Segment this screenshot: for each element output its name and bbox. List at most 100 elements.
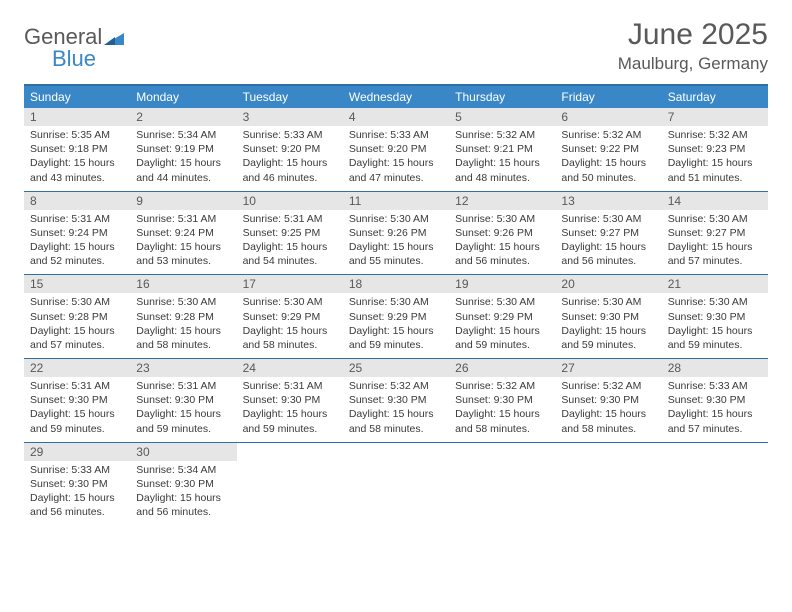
day-number: 28 [662,359,768,377]
day-number: 17 [237,275,343,293]
day-cell: 30Sunrise: 5:34 AMSunset: 9:30 PMDayligh… [130,443,236,526]
weekday-fri: Friday [555,86,661,108]
info-line: Sunrise: 5:32 AM [349,379,443,393]
day-number: 30 [130,443,236,461]
day-number: 21 [662,275,768,293]
info-line: Daylight: 15 hours [243,240,337,254]
info-line: Sunset: 9:23 PM [668,142,762,156]
info-line: Sunset: 9:30 PM [243,393,337,407]
day-cell: 21Sunrise: 5:30 AMSunset: 9:30 PMDayligh… [662,275,768,358]
info-line: and 56 minutes. [561,254,655,268]
info-line: and 58 minutes. [349,422,443,436]
day-number: 15 [24,275,130,293]
day-number: 23 [130,359,236,377]
info-line: Daylight: 15 hours [561,156,655,170]
day-cell [555,443,661,526]
info-line: Sunset: 9:26 PM [455,226,549,240]
info-line: Daylight: 15 hours [561,240,655,254]
info-line: Sunset: 9:21 PM [455,142,549,156]
day-cell: 22Sunrise: 5:31 AMSunset: 9:30 PMDayligh… [24,359,130,442]
info-line: Daylight: 15 hours [349,240,443,254]
day-cell: 5Sunrise: 5:32 AMSunset: 9:21 PMDaylight… [449,108,555,191]
weekday-thu: Thursday [449,86,555,108]
day-number: 6 [555,108,661,126]
info-line: Daylight: 15 hours [668,156,762,170]
info-line: Sunset: 9:30 PM [136,477,230,491]
info-line: Sunrise: 5:30 AM [136,295,230,309]
info-line: Sunset: 9:29 PM [455,310,549,324]
title-block: June 2025 Maulburg, Germany [618,18,768,74]
info-line: and 59 minutes. [243,422,337,436]
day-info: Sunrise: 5:32 AMSunset: 9:22 PMDaylight:… [555,128,661,185]
info-line: and 57 minutes. [668,422,762,436]
info-line: Sunset: 9:30 PM [136,393,230,407]
location-label: Maulburg, Germany [618,54,768,74]
info-line: Daylight: 15 hours [136,156,230,170]
weekday-sat: Saturday [662,86,768,108]
info-line: Daylight: 15 hours [243,324,337,338]
info-line: Sunset: 9:27 PM [561,226,655,240]
info-line: Daylight: 15 hours [668,407,762,421]
day-number: 25 [343,359,449,377]
info-line: Daylight: 15 hours [349,407,443,421]
day-cell: 12Sunrise: 5:30 AMSunset: 9:26 PMDayligh… [449,192,555,275]
day-cell: 13Sunrise: 5:30 AMSunset: 9:27 PMDayligh… [555,192,661,275]
day-info: Sunrise: 5:31 AMSunset: 9:24 PMDaylight:… [24,212,130,269]
info-line: Sunset: 9:20 PM [243,142,337,156]
info-line: Sunset: 9:24 PM [136,226,230,240]
day-info: Sunrise: 5:33 AMSunset: 9:20 PMDaylight:… [343,128,449,185]
day-cell: 1Sunrise: 5:35 AMSunset: 9:18 PMDaylight… [24,108,130,191]
info-line: Sunset: 9:30 PM [561,310,655,324]
day-cell: 18Sunrise: 5:30 AMSunset: 9:29 PMDayligh… [343,275,449,358]
weekday-sun: Sunday [24,86,130,108]
info-line: and 46 minutes. [243,171,337,185]
day-cell: 3Sunrise: 5:33 AMSunset: 9:20 PMDaylight… [237,108,343,191]
info-line: and 54 minutes. [243,254,337,268]
day-info: Sunrise: 5:31 AMSunset: 9:30 PMDaylight:… [24,379,130,436]
info-line: Sunset: 9:25 PM [243,226,337,240]
day-info: Sunrise: 5:30 AMSunset: 9:29 PMDaylight:… [449,295,555,352]
info-line: and 59 minutes. [668,338,762,352]
info-line: Sunset: 9:30 PM [668,310,762,324]
info-line: Daylight: 15 hours [136,324,230,338]
week-row: 15 Sunrise: 5:30 AMSunset: 9:28 PMDayligh… [24,275,768,359]
day-cell: 4 Sunrise: 5:33 AMSunset: 9:20 PMDaylight… [343,108,449,191]
info-line: Sunset: 9:18 PM [30,142,124,156]
info-line: Sunset: 9:26 PM [349,226,443,240]
day-info: Sunrise: 5:30 AMSunset: 9:27 PMDaylight:… [662,212,768,269]
info-line: Sunrise: 5:30 AM [561,212,655,226]
info-line: and 52 minutes. [30,254,124,268]
day-cell: 17Sunrise: 5:30 AMSunset: 9:29 PMDayligh… [237,275,343,358]
info-line: and 59 minutes. [30,422,124,436]
info-line: Sunrise: 5:31 AM [243,212,337,226]
info-line: and 56 minutes. [136,505,230,519]
day-info: Sunrise: 5:31 AMSunset: 9:30 PMDaylight:… [237,379,343,436]
info-line: Sunrise: 5:31 AM [243,379,337,393]
info-line: Sunrise: 5:33 AM [349,128,443,142]
info-line: Daylight: 15 hours [30,491,124,505]
info-line: Sunrise: 5:30 AM [243,295,337,309]
info-line: Daylight: 15 hours [455,240,549,254]
week-row: 8Sunrise: 5:31 AMSunset: 9:24 PMDaylight… [24,192,768,276]
day-cell: 14 Sunrise: 5:30 AMSunset: 9:27 PMDayligh… [662,192,768,275]
info-line: Sunset: 9:30 PM [349,393,443,407]
day-cell: 26Sunrise: 5:32 AMSunset: 9:30 PMDayligh… [449,359,555,442]
day-info: Sunrise: 5:30 AMSunset: 9:28 PMDaylight:… [24,295,130,352]
day-cell: 24Sunrise: 5:31 AMSunset: 9:30 PMDayligh… [237,359,343,442]
weekday-tue: Tuesday [237,86,343,108]
info-line: Daylight: 15 hours [30,240,124,254]
day-info: Sunrise: 5:33 AMSunset: 9:30 PMDaylight:… [24,463,130,520]
day-cell: 27Sunrise: 5:32 AMSunset: 9:30 PMDayligh… [555,359,661,442]
day-number: 14 [662,192,768,210]
info-line: and 58 minutes. [455,422,549,436]
calendar-page: GeneralBlue June 2025 Maulburg, Germany … [0,0,792,543]
day-number: 16 [130,275,236,293]
day-number: 4 [343,108,449,126]
info-line: Sunrise: 5:33 AM [243,128,337,142]
day-number: 3 [237,108,343,126]
info-line: and 58 minutes. [243,338,337,352]
day-info: Sunrise: 5:31 AMSunset: 9:24 PMDaylight:… [130,212,236,269]
week-row: 29Sunrise: 5:33 AMSunset: 9:30 PMDayligh… [24,443,768,526]
day-cell [237,443,343,526]
info-line: Sunrise: 5:33 AM [30,463,124,477]
